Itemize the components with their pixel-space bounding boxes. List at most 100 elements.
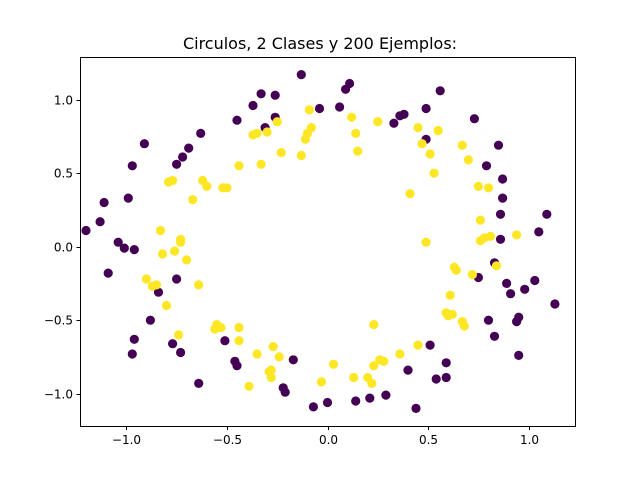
scatter-point-class-1	[244, 381, 254, 391]
scatter-point-class-0	[145, 315, 155, 325]
scatter-point-class-1	[328, 359, 339, 369]
scatter-point-class-0	[322, 397, 333, 408]
scatter-point-class-0	[172, 159, 182, 169]
scatter-point-class-1	[262, 127, 272, 137]
scatter-point-class-0	[431, 374, 441, 384]
scatter-point-class-1	[413, 340, 423, 350]
scatter-point-class-0	[123, 193, 133, 203]
scatter-point-class-1	[234, 322, 244, 333]
scatter-point-class-0	[534, 227, 544, 237]
scatter-point-class-1	[425, 149, 435, 159]
scatter-point-class-0	[232, 361, 242, 371]
scatter-point-class-1	[176, 237, 186, 247]
scatter-point-class-0	[498, 174, 508, 184]
scatter-point-class-0	[256, 89, 266, 99]
scatter-point-class-0	[542, 209, 552, 219]
scatter-point-class-1	[405, 189, 415, 199]
scatter-point-class-0	[502, 278, 512, 288]
scatter-point-class-0	[421, 103, 431, 114]
y-tick-label: −1.0	[44, 388, 73, 402]
scatter-point-class-1	[445, 290, 455, 300]
x-tick-label: 0.5	[419, 433, 438, 447]
scatter-point-class-1	[413, 123, 423, 133]
scatter-point-class-0	[288, 355, 298, 365]
scatter-point-class-0	[176, 347, 186, 358]
scatter-point-class-0	[196, 128, 206, 138]
scatter-point-class-0	[550, 299, 560, 309]
scatter-point-class-1	[234, 161, 244, 171]
scatter-point-class-0	[511, 317, 522, 327]
axes-layer: −1.0 −0.5 0.0 0.5 1.0 −1.0 −0.5 0.0 0.5 1.0	[44, 57, 576, 447]
scatter-point-class-1	[373, 117, 383, 127]
scatter-point-class-0	[194, 378, 204, 388]
scatter-point-class-1	[300, 134, 310, 144]
scatter-point-class-0	[103, 268, 113, 278]
scatter-point-class-0	[481, 161, 492, 171]
scatter-point-class-1	[304, 105, 314, 115]
scatter-point-class-1	[351, 128, 361, 138]
scatter-point-class-1	[467, 270, 477, 280]
scatter-point-class-1	[151, 280, 162, 290]
scatter-point-class-1	[182, 255, 192, 265]
scatter-point-class-1	[256, 159, 266, 169]
scatter-point-class-0	[129, 245, 139, 255]
scatter-point-class-1	[222, 183, 232, 193]
scatter-point-class-0	[341, 84, 351, 94]
x-tick-label: −1.0	[112, 433, 141, 447]
scatter-point-class-0	[469, 114, 479, 124]
scatter-point-class-0	[411, 403, 421, 413]
scatter-point-class-0	[403, 365, 413, 375]
points-layer	[81, 70, 560, 413]
scatter-point-class-1	[491, 261, 502, 271]
scatter-point-class-1	[475, 236, 485, 246]
scatter-point-class-1	[141, 274, 151, 284]
scatter-point-class-0	[168, 339, 178, 349]
scatter-point-class-1	[485, 231, 496, 241]
scatter-point-class-1	[369, 320, 379, 330]
y-tick-label: 1.0	[54, 94, 73, 108]
y-tick-label: −0.5	[44, 314, 73, 328]
scatter-point-class-0	[314, 103, 325, 114]
scatter-point-class-0	[399, 109, 409, 119]
scatter-point-class-1	[234, 336, 244, 346]
scatter-point-class-0	[99, 197, 109, 208]
scatter-point-class-0	[389, 118, 399, 128]
scatter-point-class-0	[153, 287, 164, 297]
scatter-point-class-1	[459, 321, 469, 331]
scatter-point-class-1	[274, 352, 284, 362]
scatter-point-class-0	[506, 289, 516, 299]
scatter-point-class-1	[347, 112, 357, 122]
x-tick-label: −0.5	[213, 433, 242, 447]
scatter-point-class-0	[248, 100, 258, 111]
scatter-point-class-1	[174, 330, 184, 340]
scatter-point-class-0	[308, 402, 318, 412]
scatter-point-class-1	[369, 361, 379, 371]
scatter-point-class-1	[266, 372, 276, 383]
scatter-point-class-0	[441, 358, 451, 368]
scatter-point-class-1	[155, 225, 166, 236]
scatter-point-class-1	[296, 150, 306, 161]
scatter-point-class-1	[473, 181, 483, 191]
scatter-point-class-0	[220, 336, 230, 346]
scatter-point-class-0	[113, 237, 123, 247]
scatter-point-class-0	[81, 225, 91, 236]
scatter-point-class-1	[161, 300, 172, 311]
scatter-point-class-0	[483, 315, 494, 325]
scatter-point-class-1	[379, 356, 389, 366]
scatter-point-class-0	[127, 349, 137, 359]
scatter-point-class-1	[188, 195, 198, 205]
scatter-point-class-1	[429, 168, 439, 178]
scatter-point-class-0	[178, 152, 188, 162]
scatter-point-class-1	[194, 280, 204, 290]
scatter-point-class-1	[210, 324, 220, 334]
scatter-point-class-1	[252, 349, 262, 359]
scatter-point-class-0	[184, 143, 194, 153]
scatter-point-class-1	[433, 125, 443, 136]
scatter-point-class-1	[421, 237, 431, 247]
scatter-point-class-0	[335, 102, 345, 112]
scatter-point-class-0	[365, 393, 375, 403]
scatter-point-class-0	[296, 70, 306, 80]
scatter-point-class-0	[280, 387, 290, 397]
